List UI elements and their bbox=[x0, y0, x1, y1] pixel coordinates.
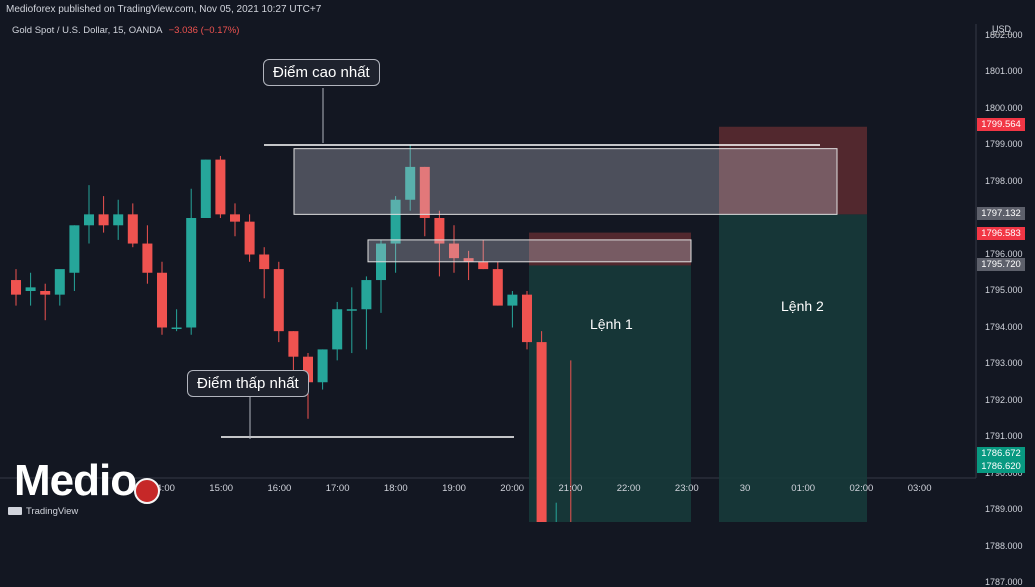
candle-body bbox=[157, 272, 167, 328]
time-tick-label: 19:00 bbox=[442, 483, 466, 494]
candle-body bbox=[244, 221, 255, 255]
candle-body bbox=[288, 331, 299, 357]
candle-body bbox=[259, 254, 270, 270]
candle-body bbox=[390, 199, 401, 244]
price-tag: 1795.720 bbox=[977, 258, 1025, 272]
time-tick-label: 03:00 bbox=[907, 483, 932, 494]
football-icon bbox=[134, 478, 160, 504]
price-tag: 1786.620 bbox=[977, 460, 1025, 473]
candle-body bbox=[419, 166, 430, 218]
brand-logo: Medio bbox=[14, 456, 137, 505]
order-1-stop-zone bbox=[529, 232, 691, 266]
candle-body bbox=[84, 214, 94, 226]
currency-badge[interactable]: USD bbox=[990, 24, 1014, 35]
price-tick-label: 1796.000 bbox=[985, 248, 1023, 259]
order-1-label: Lệnh 1 bbox=[590, 316, 633, 332]
resistance-zone-2 bbox=[367, 239, 692, 263]
price-tag: 1796.583 bbox=[977, 226, 1025, 240]
candle-body bbox=[405, 166, 416, 200]
candle-body bbox=[230, 214, 240, 222]
time-tick-label: 30 bbox=[739, 483, 751, 494]
price-tick-label: 1798.000 bbox=[985, 175, 1023, 186]
candle-body bbox=[492, 269, 503, 306]
time-tick-label: 21:00 bbox=[558, 483, 583, 494]
candle-body bbox=[303, 356, 313, 383]
candle-body bbox=[25, 287, 36, 291]
order-2-stop-zone bbox=[719, 126, 867, 215]
candle-body bbox=[463, 258, 474, 262]
price-tick-label: 1800.000 bbox=[985, 102, 1023, 113]
order-2-target-zone bbox=[719, 214, 867, 522]
price-tick-label: 1794.000 bbox=[985, 321, 1023, 332]
low-point-callout[interactable]: Điểm thấp nhất bbox=[187, 370, 309, 397]
price-tag: 1799.564 bbox=[977, 117, 1025, 131]
tradingview-icon bbox=[8, 507, 22, 516]
candle-body bbox=[346, 309, 357, 311]
price-tick-label: 1787.000 bbox=[985, 577, 1023, 587]
candle-body bbox=[69, 225, 80, 273]
price-tick-label: 1793.000 bbox=[985, 358, 1023, 368]
price-tag: 1797.132 bbox=[977, 206, 1025, 220]
price-tick-label: 1788.000 bbox=[985, 540, 1023, 551]
tradingview-watermark: TradingView bbox=[8, 506, 78, 517]
candle-body bbox=[171, 327, 182, 329]
price-tag: 1786.672 bbox=[977, 447, 1025, 460]
order-2-label: Lệnh 2 bbox=[781, 298, 824, 314]
price-tick-label: 1791.000 bbox=[985, 431, 1023, 441]
candle-body bbox=[200, 159, 211, 218]
candle-body bbox=[507, 294, 518, 306]
order-1-target-zone bbox=[529, 265, 691, 522]
time-tick-label: 18:00 bbox=[383, 483, 408, 494]
time-tick-label: 23:00 bbox=[674, 483, 699, 494]
candle-body bbox=[449, 243, 459, 259]
price-tick-label: 1801.000 bbox=[985, 66, 1023, 76]
candle-body bbox=[11, 280, 21, 295]
candle-body bbox=[434, 218, 445, 244]
time-tick-label: 01:00 bbox=[791, 483, 816, 494]
publisher-line: Medioforex published on TradingView.com,… bbox=[6, 4, 322, 15]
price-tick-label: 1799.000 bbox=[985, 139, 1023, 149]
candle-body bbox=[54, 269, 65, 295]
symbol-info: Gold Spot / U.S. Dollar, 15, OANDA −3.03… bbox=[12, 25, 239, 36]
candle-body bbox=[215, 159, 226, 215]
tradingview-label: TradingView bbox=[26, 506, 79, 517]
candle-body bbox=[536, 342, 547, 522]
price-tick-label: 1792.000 bbox=[985, 394, 1023, 405]
candle-body bbox=[317, 349, 328, 383]
candle-body bbox=[127, 214, 138, 244]
high-point-callout[interactable]: Điểm cao nhất bbox=[263, 59, 380, 86]
price-tick-label: 1789.000 bbox=[985, 504, 1023, 514]
time-tick-label: 14:00 bbox=[151, 483, 175, 494]
time-tick-label: 20:00 bbox=[500, 483, 525, 494]
resistance-zone-1 bbox=[293, 148, 838, 215]
time-tick-label: 16:00 bbox=[267, 483, 292, 494]
candle-body bbox=[142, 243, 153, 273]
symbol-name: Gold Spot / U.S. Dollar, 15, OANDA bbox=[12, 25, 162, 36]
candle-body bbox=[273, 269, 284, 332]
price-tick-label: 1802.000 bbox=[985, 29, 1023, 40]
candle-body bbox=[478, 261, 489, 270]
time-tick-label: 17:00 bbox=[325, 483, 350, 494]
candle-body bbox=[98, 214, 109, 226]
candle-body bbox=[361, 280, 372, 310]
time-tick-label: 15:00 bbox=[209, 483, 234, 494]
price-tick-label: 1795.000 bbox=[985, 285, 1023, 295]
candle-body bbox=[40, 291, 51, 295]
candle-body bbox=[332, 309, 343, 350]
time-tick-label: 02:00 bbox=[849, 483, 874, 494]
price-change: −3.036 (−0.17%) bbox=[168, 25, 240, 36]
price-chart[interactable] bbox=[0, 0, 1035, 522]
time-tick-label: 22:00 bbox=[616, 483, 641, 494]
candle-body bbox=[522, 294, 532, 343]
candle-body bbox=[186, 218, 197, 328]
candle-body bbox=[113, 214, 124, 226]
